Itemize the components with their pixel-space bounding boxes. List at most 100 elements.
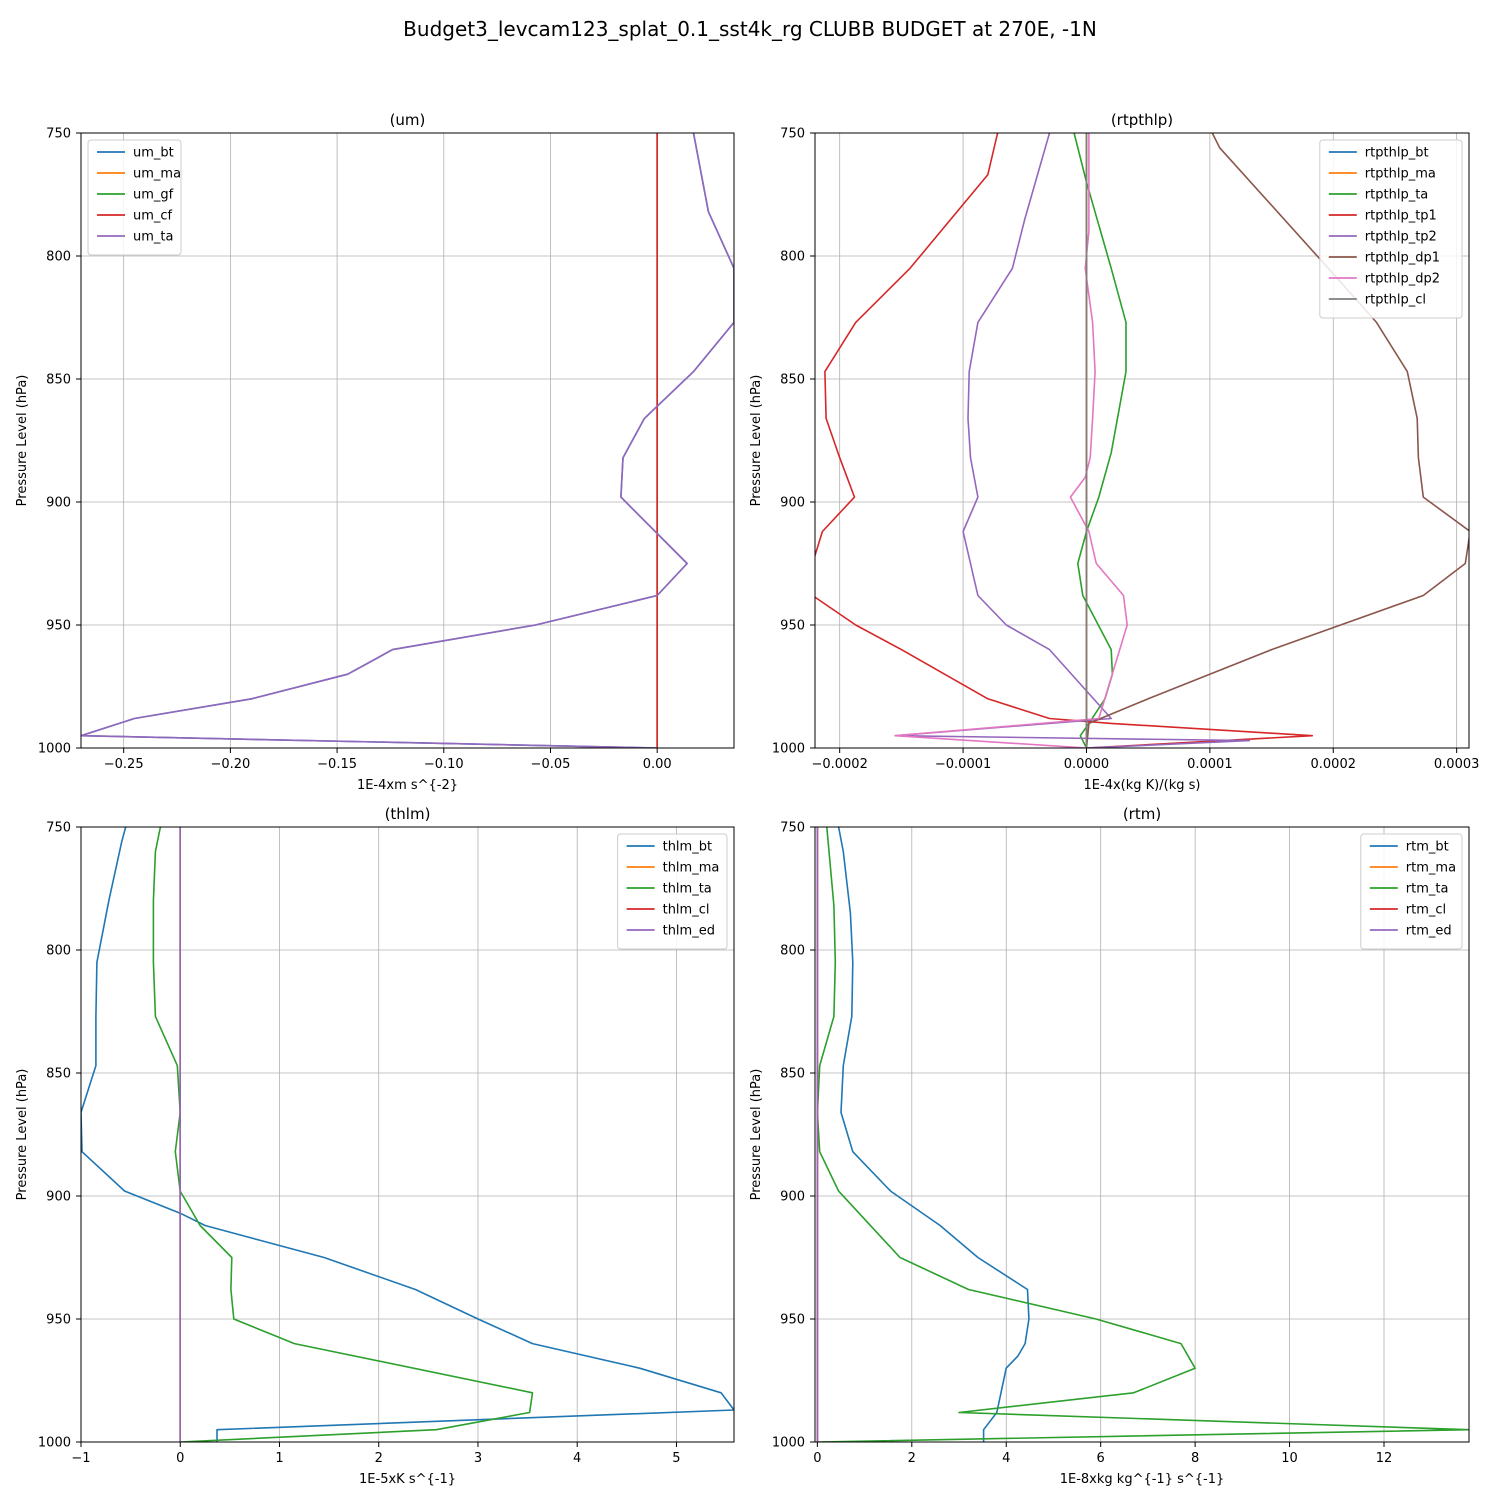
legend-label-rtpthlp-ma: rtpthlp_ma — [1365, 167, 1436, 182]
legend-label-rtpthlp-tp2: rtpthlp_tp2 — [1365, 230, 1437, 245]
x-tick-label: −0.0001 — [935, 757, 991, 772]
subplot-4: 0 2 4 6 8 10 12 750 800 850 900 950 1000 (rtm) 1E-8xkg… — [749, 805, 1470, 1487]
x-tick-label: −0.05 — [531, 757, 571, 772]
legend: rtm_bt rtm_ma rtm_ta rtm_cl rtm_ed — [1360, 833, 1463, 950]
series-group — [816, 827, 1469, 1442]
subplot-title: (um) — [390, 111, 426, 129]
series-line-rtpthlp-ta — [1073, 133, 1127, 748]
x-tick-label: 0.00 — [643, 757, 672, 772]
series-line-rtpthlp-tp1 — [815, 133, 1314, 748]
legend-label-rtpthlp-ta: rtpthlp_ta — [1365, 188, 1428, 203]
x-tick-label: 2 — [908, 1451, 916, 1466]
legend-label-um-ma: um_ma — [133, 167, 181, 182]
x-tick-label: 5 — [672, 1451, 680, 1466]
x-tick-label: −0.0002 — [811, 757, 867, 772]
y-tick-label: 950 — [780, 1313, 805, 1328]
series-line-thlm-ta — [152, 827, 534, 1442]
x-tick-label: −1 — [71, 1451, 90, 1466]
legend-label-rtpthlp-tp1: rtpthlp_tp1 — [1365, 209, 1437, 224]
x-axis-label: 1E-5xK s^{-1} — [359, 1472, 456, 1487]
legend-label-rtm-ed: rtm_ed — [1406, 924, 1452, 939]
legend-label-rtpthlp-cl: rtpthlp_cl — [1365, 293, 1426, 308]
x-tick-label: 0.0000 — [1064, 757, 1110, 772]
y-tick-label: 850 — [780, 1067, 805, 1082]
x-tick-label: 0.0001 — [1187, 757, 1233, 772]
x-tick-label: 0.0002 — [1311, 757, 1357, 772]
axes-frame — [814, 132, 1470, 749]
y-tick-label: 950 — [780, 619, 805, 634]
legend-label-um-gf: um_gf — [133, 188, 174, 203]
x-tick-label: 1 — [275, 1451, 283, 1466]
x-tick-label: 10 — [1281, 1451, 1298, 1466]
legend-label-thlm-bt: thlm_bt — [663, 840, 712, 855]
y-tick-label: 1000 — [772, 1436, 805, 1451]
legend-label-rtm-cl: rtm_cl — [1406, 903, 1446, 918]
legend-label-rtpthlp-bt: rtpthlp_bt — [1365, 146, 1429, 161]
x-tick-label: 8 — [1191, 1451, 1199, 1466]
series-line-thlm-bt — [81, 827, 734, 1442]
x-tick-label: 6 — [1097, 1451, 1105, 1466]
y-axis-label: Pressure Level (hPa) — [15, 1069, 30, 1201]
subplot-title: (thlm) — [385, 805, 431, 823]
y-tick-label: 850 — [46, 1067, 71, 1082]
x-tick-label: 4 — [573, 1451, 581, 1466]
subplot-title: (rtpthlp) — [1111, 111, 1173, 129]
y-tick-label: 750 — [780, 127, 805, 142]
series-line-rtm-bt — [837, 827, 1030, 1442]
legend-label-rtm-ma: rtm_ma — [1406, 861, 1456, 876]
y-axis-label: Pressure Level (hPa) — [15, 375, 30, 507]
legend-label-thlm-ma: thlm_ma — [663, 861, 720, 876]
y-tick-label: 750 — [780, 821, 805, 836]
x-axis-label: 1E-4x(kg K)/(kg s) — [1084, 778, 1201, 793]
legend-box — [87, 139, 182, 256]
series-group — [81, 827, 734, 1442]
y-tick-label: 900 — [46, 1190, 71, 1205]
series-line-rtm-ta — [816, 827, 1469, 1442]
legend: rtpthlp_bt rtpthlp_ma rtpthlp_ta rtpthlp_tp… — [1319, 139, 1463, 319]
legend-label-rtm-bt: rtm_bt — [1406, 840, 1449, 855]
x-tick-label: 12 — [1376, 1451, 1393, 1466]
x-tick-label: −0.15 — [317, 757, 357, 772]
legend-label-rtpthlp-dp1: rtpthlp_dp1 — [1365, 251, 1440, 266]
y-tick-label: 900 — [780, 1190, 805, 1205]
legend-box — [1319, 139, 1463, 319]
y-tick-label: 950 — [46, 619, 71, 634]
y-tick-label: 800 — [46, 250, 71, 265]
subplot-title: (rtm) — [1123, 805, 1161, 823]
legend: um_bt um_ma um_gf um_cf um_ta — [87, 139, 182, 256]
x-axis-label: 1E-4xm s^{-2} — [357, 778, 458, 793]
y-tick-label: 800 — [780, 250, 805, 265]
x-tick-label: 4 — [1002, 1451, 1010, 1466]
legend-label-um-cf: um_cf — [133, 209, 173, 224]
legend: thlm_bt thlm_ma thlm_ta thlm_cl thlm_ed — [617, 833, 728, 950]
axes-frame — [814, 826, 1470, 1443]
x-tick-label: 0 — [176, 1451, 184, 1466]
y-tick-label: 900 — [780, 496, 805, 511]
y-tick-label: 750 — [46, 127, 71, 142]
x-tick-label: −0.20 — [210, 757, 250, 772]
y-tick-label: 950 — [46, 1313, 71, 1328]
series-group — [81, 133, 734, 748]
y-tick-label: 800 — [780, 944, 805, 959]
y-axis-label: Pressure Level (hPa) — [749, 375, 764, 507]
y-tick-label: 1000 — [772, 742, 805, 757]
legend-label-um-ta: um_ta — [133, 230, 173, 245]
y-tick-label: 850 — [46, 373, 71, 388]
y-tick-label: 750 — [46, 821, 71, 836]
legend-label-rtpthlp-dp2: rtpthlp_dp2 — [1365, 272, 1440, 287]
y-tick-label: 1000 — [38, 742, 71, 757]
x-axis-label: 1E-8xkg kg^{-1} s^{-1} — [1060, 1472, 1225, 1487]
y-axis-label: Pressure Level (hPa) — [749, 1069, 764, 1201]
x-tick-label: 3 — [474, 1451, 482, 1466]
axes-frame — [80, 826, 735, 1443]
y-tick-label: 800 — [46, 944, 71, 959]
subplot-1: −0.25 −0.20 −0.15 −0.10 −0.05 0.00 750 800 850 90… — [15, 111, 735, 793]
x-tick-label: 0 — [813, 1451, 821, 1466]
series-line-rtpthlp-dp2 — [894, 133, 1128, 748]
legend-label-thlm-cl: thlm_cl — [663, 903, 710, 918]
subplot-2: −0.0002 −0.0001 0.0000 0.0001 0.0002 0.0003 75… — [749, 111, 1479, 793]
legend-label-thlm-ta: thlm_ta — [663, 882, 712, 897]
x-tick-label: −0.10 — [424, 757, 464, 772]
legend-label-thlm-ed: thlm_ed — [663, 924, 715, 939]
